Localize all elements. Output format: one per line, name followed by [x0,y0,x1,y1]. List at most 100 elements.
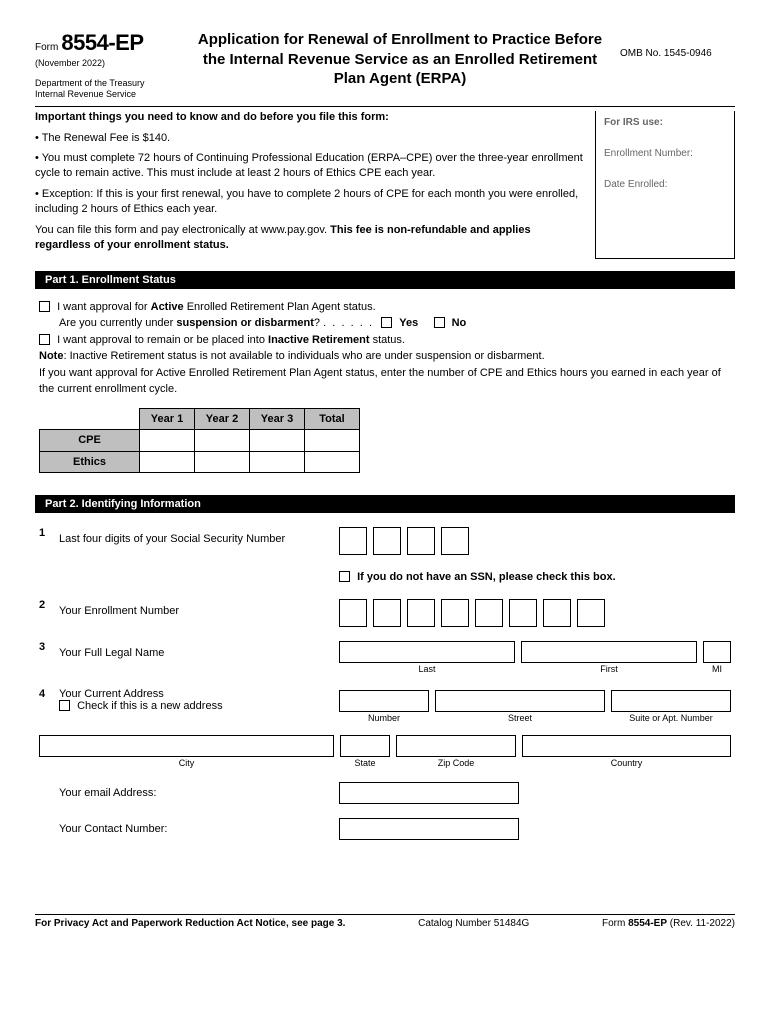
q3-number: 3 [39,641,59,653]
year1-header: Year 1 [140,408,195,430]
part2-body: 1 Last four digits of your Social Securi… [35,513,735,854]
footer-form-number: 8554-EP [628,918,667,929]
number-input[interactable] [339,690,429,712]
mi-input[interactable] [703,641,731,663]
q2-label: Your Enrollment Number [59,599,339,617]
active-checkbox[interactable] [39,301,50,312]
part1-header: Part 1. Enrollment Status [35,271,735,289]
suite-col: Suite or Apt. Number [611,690,731,723]
ssn-digit-1[interactable] [339,527,367,555]
contact-input[interactable] [339,818,519,840]
note-line: Note: Inactive Retirement status is not … [39,348,731,365]
state-col: State [340,735,390,768]
q2-number: 2 [39,599,59,611]
form-prefix: Form [35,42,58,53]
enroll-d7[interactable] [543,599,571,627]
footer-right: Form 8554-EP (Rev. 11-2022) [602,918,735,929]
street-input[interactable] [435,690,605,712]
city-input[interactable] [39,735,334,757]
cpe-instruction: If you want approval for Active Enrolled… [39,365,731,398]
inactive-text1: I want approval to remain or be placed i… [57,334,268,346]
address-row: 4 Your Current Address Check if this is … [39,688,731,723]
note-text: : Inactive Retirement status is not avai… [63,350,544,362]
page-footer: For Privacy Act and Paperwork Reduction … [35,914,735,929]
inactive-checkbox[interactable] [39,334,50,345]
ethics-y1[interactable] [140,451,195,473]
last-label: Last [339,664,515,674]
ssn-digit-2[interactable] [373,527,401,555]
zip-label: Zip Code [396,758,516,768]
first-name-input[interactable] [521,641,697,663]
q4-label-block: Your Current Address Check if this is a … [59,688,339,712]
email-label: Your email Address: [39,787,339,799]
dept-line1: Department of the Treasury [35,78,180,89]
omb-number: OMB No. 1545-0946 [620,30,735,59]
ssn-digit-4[interactable] [441,527,469,555]
contact-row: Your Contact Number: [39,818,731,840]
suspension-text1: Are you currently under [59,317,176,329]
enroll-d8[interactable] [577,599,605,627]
inactive-bold: Inactive Retirement [268,334,369,346]
enroll-d6[interactable] [509,599,537,627]
no-checkbox[interactable] [434,317,445,328]
note-label: Note [39,350,63,362]
inactive-text2: status. [370,334,405,346]
paygov-text: You can file this form and pay electroni… [35,224,330,236]
last-name-input[interactable] [339,641,515,663]
suite-label: Suite or Apt. Number [611,713,731,723]
enroll-d5[interactable] [475,599,503,627]
bullet-cpe: • You must complete 72 hours of Continui… [35,151,585,181]
footer-center: Catalog Number 51484G [418,918,529,929]
ssn-digit-3[interactable] [407,527,435,555]
country-col: Country [522,735,731,768]
ethics-y3[interactable] [250,451,305,473]
mi-label: MI [703,664,731,674]
enroll-d3[interactable] [407,599,435,627]
new-address-line: Check if this is a new address [59,700,339,712]
cpe-total[interactable] [305,430,360,452]
ssn-boxes [339,527,731,555]
new-address-checkbox[interactable] [59,700,70,711]
year2-header: Year 2 [195,408,250,430]
name-row: 3 Your Full Legal Name Last First MI [39,641,731,674]
yes-checkbox[interactable] [381,317,392,328]
zip-col: Zip Code [396,735,516,768]
active-text2: Enrolled Retirement Plan Agent status. [184,301,376,313]
city-col: City [39,735,334,768]
department-info: Department of the Treasury Internal Reve… [35,78,180,100]
address-line2: City State Zip Code Country [39,735,731,768]
dept-line2: Internal Revenue Service [35,89,180,100]
active-text1: I want approval for [57,301,151,313]
bullet-exception: • Exception: If this is your first renew… [35,187,585,217]
email-input[interactable] [339,782,519,804]
country-input[interactable] [522,735,731,757]
no-ssn-line: If you do not have an SSN, please check … [339,571,731,583]
ethics-row-label: Ethics [40,451,140,473]
country-label: Country [522,758,731,768]
inactive-status-line: I want approval to remain or be placed i… [39,332,731,349]
footer-left: For Privacy Act and Paperwork Reduction … [35,918,345,929]
last-name-col: Last [339,641,515,674]
suite-input[interactable] [611,690,731,712]
ethics-y2[interactable] [195,451,250,473]
mi-col: MI [703,641,731,674]
enroll-d1[interactable] [339,599,367,627]
cpe-y3[interactable] [250,430,305,452]
ethics-total[interactable] [305,451,360,473]
yes-label: Yes [399,317,418,329]
street-label: Street [435,713,605,723]
state-input[interactable] [340,735,390,757]
q1-label: Last four digits of your Social Security… [59,527,339,545]
cpe-y2[interactable] [195,430,250,452]
irs-date-enrolled: Date Enrolled: [604,179,726,190]
cpe-y1[interactable] [140,430,195,452]
no-label: No [452,317,467,329]
no-ssn-checkbox[interactable] [339,571,350,582]
ethics-row: Ethics [40,451,360,473]
enroll-d2[interactable] [373,599,401,627]
zip-input[interactable] [396,735,516,757]
form-date: (November 2022) [35,58,180,68]
important-left: Important things you need to know and do… [35,111,595,259]
new-address-label: Check if this is a new address [77,700,223,712]
enroll-d4[interactable] [441,599,469,627]
